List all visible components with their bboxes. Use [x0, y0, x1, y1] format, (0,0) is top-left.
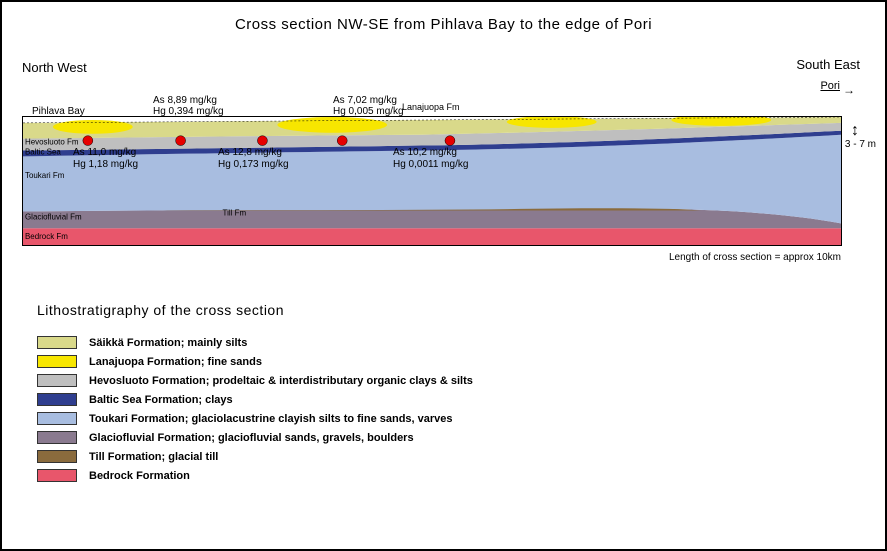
sample-hg-label: Hg 0,173 mg/kg: [218, 159, 289, 170]
sample-as-label: As 10,2 mg/kg: [393, 147, 457, 158]
svg-text:Till Fm: Till Fm: [223, 209, 247, 218]
svg-text:Hevosluoto Fm: Hevosluoto Fm: [25, 138, 79, 147]
legend-swatch: [37, 355, 77, 368]
cross-section-svg: Hevosluoto FmBaltic Sea Toukari Fm Glaciof…: [23, 117, 841, 245]
legend-row: Glaciofluvial Formation; glaciofluvial s…: [37, 431, 473, 444]
sample-hg-label: Hg 0,394 mg/kg: [153, 106, 224, 117]
legend-label: Baltic Sea Formation; clays: [89, 394, 233, 406]
sample-hg-label: Hg 1,18 mg/kg: [73, 159, 138, 170]
legend-label: Bedrock Formation: [89, 470, 190, 482]
sample-as-label: As 12,8 mg/kg: [218, 147, 282, 158]
legend: Lithostratigraphy of the cross section S…: [37, 302, 473, 488]
legend-title: Lithostratigraphy of the cross section: [37, 302, 473, 318]
svg-text:Bedrock Fm: Bedrock Fm: [25, 232, 68, 241]
sample-as-label: As 7,02 mg/kg: [333, 95, 397, 106]
legend-label: Toukari Formation; glaciolacustrine clay…: [89, 413, 453, 425]
legend-label: Lanajuopa Formation; fine sands: [89, 356, 262, 368]
figure-title: Cross section NW-SE from Pihlava Bay to …: [2, 16, 885, 33]
legend-swatch: [37, 450, 77, 463]
legend-row: Lanajuopa Formation; fine sands: [37, 355, 473, 368]
legend-swatch: [37, 393, 77, 406]
svg-text:Baltic Sea: Baltic Sea: [25, 147, 61, 156]
legend-swatch: [37, 412, 77, 425]
legend-row: Säikkä Formation; mainly silts: [37, 336, 473, 349]
length-label: Length of cross section = approx 10km: [669, 252, 841, 263]
pori-label: Pori: [820, 80, 840, 92]
legend-row: Baltic Sea Formation; clays: [37, 393, 473, 406]
legend-label: Hevosluoto Formation; prodeltaic & inter…: [89, 375, 473, 387]
legend-row: Hevosluoto Formation; prodeltaic & inter…: [37, 374, 473, 387]
sample-as-label: As 8,89 mg/kg: [153, 95, 217, 106]
depth-bracket-icon: ↕: [851, 122, 859, 140]
legend-row: Bedrock Formation: [37, 469, 473, 482]
legend-label: Säikkä Formation; mainly silts: [89, 337, 247, 349]
svg-text:Glaciofluvial Fm: Glaciofluvial Fm: [25, 212, 82, 221]
legend-row: Toukari Formation; glaciolacustrine clay…: [37, 412, 473, 425]
sample-hg-label: Hg 0,0011 mg/kg: [393, 159, 468, 170]
sample-hg-label: Hg 0,005 mg/kg: [333, 106, 404, 117]
svg-text:Toukari Fm: Toukari Fm: [25, 171, 65, 180]
southeast-label: South East: [796, 57, 860, 72]
sample-as-label: As 11,0 mg/kg: [73, 147, 136, 158]
northwest-label: North West: [22, 60, 87, 75]
figure-container: Cross section NW-SE from Pihlava Bay to …: [0, 0, 887, 551]
arrow-icon: →: [843, 83, 855, 97]
legend-swatch: [37, 374, 77, 387]
legend-swatch: [37, 469, 77, 482]
legend-label: Glaciofluvial Formation; glaciofluvial s…: [89, 432, 414, 444]
legend-swatch: [37, 431, 77, 444]
legend-row: Till Formation; glacial till: [37, 450, 473, 463]
lanajuopa-top-label: Lanajuopa Fm: [402, 102, 460, 112]
legend-swatch: [37, 336, 77, 349]
depth-label: 3 - 7 m: [845, 139, 876, 150]
cross-section: Hevosluoto FmBaltic Sea Toukari Fm Glaciof…: [22, 116, 842, 246]
legend-label: Till Formation; glacial till: [89, 451, 218, 463]
